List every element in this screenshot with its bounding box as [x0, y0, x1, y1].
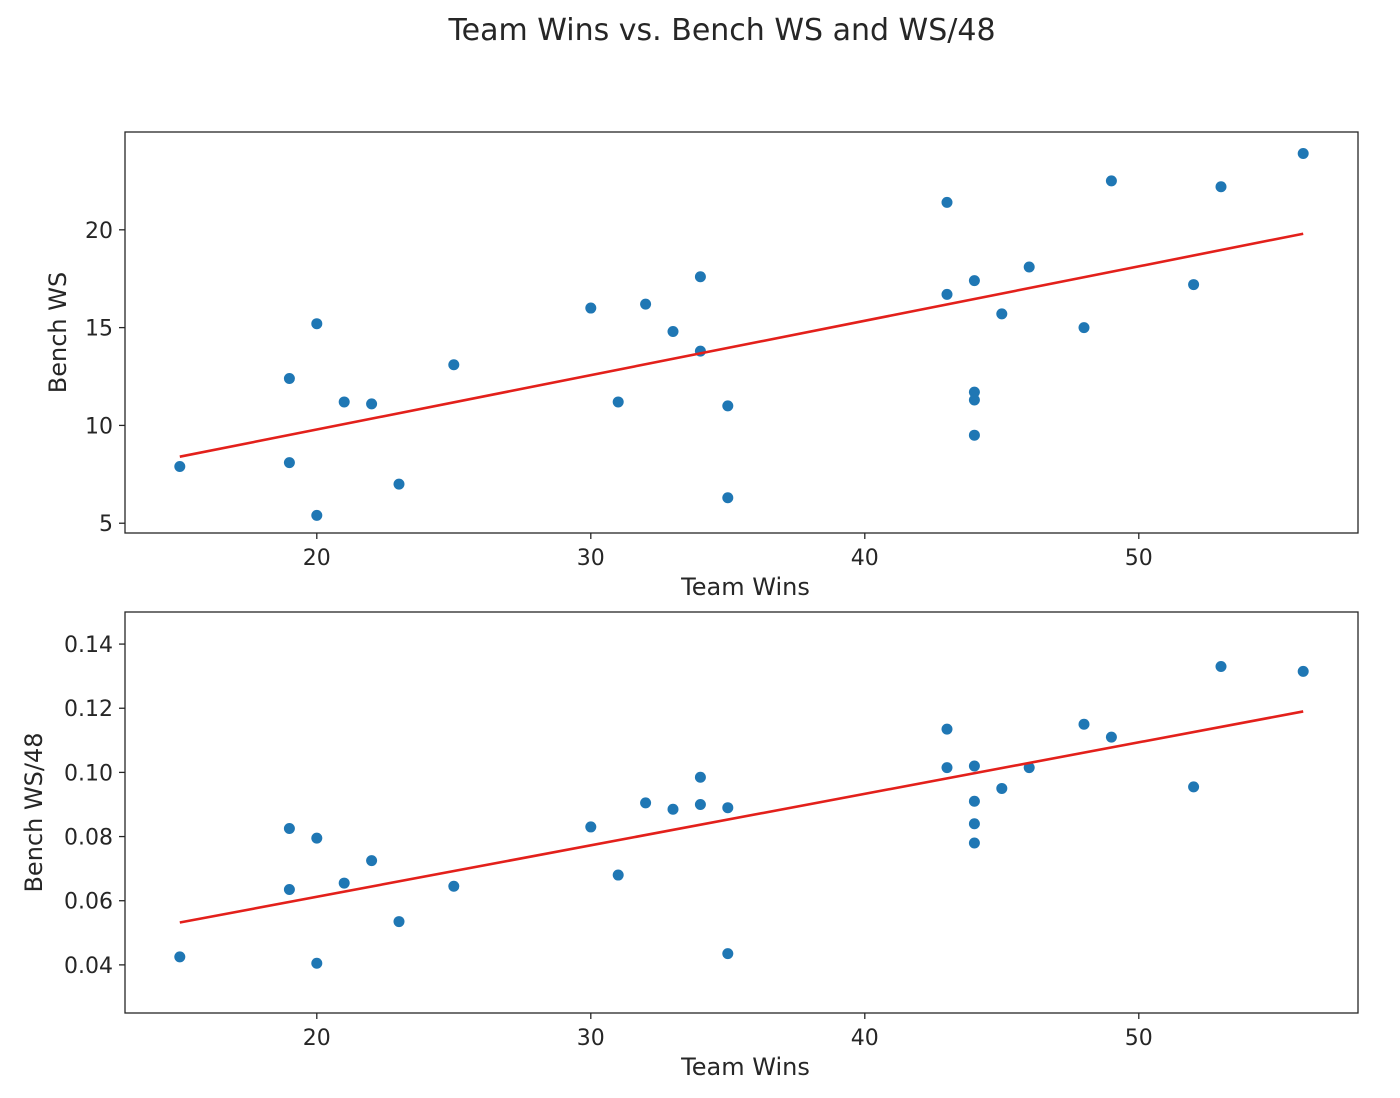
- y-axis-label: Bench WS/48: [20, 732, 48, 892]
- data-point: [1105, 175, 1117, 187]
- data-point: [1297, 665, 1309, 677]
- y-axis-label: Bench WS: [44, 272, 72, 393]
- plot-frame: [124, 131, 1359, 534]
- y-tick-label: 0.10: [64, 761, 113, 786]
- fit-line: [179, 232, 1304, 458]
- y-tick-label: 20: [85, 219, 113, 244]
- data-point: [1078, 718, 1090, 730]
- data-point: [1215, 661, 1227, 673]
- data-point: [311, 509, 323, 521]
- plot-frame: [124, 611, 1359, 1014]
- data-point: [283, 457, 295, 469]
- data-point: [1023, 261, 1035, 273]
- subplot-2: 20 30 40 50 0.04 0.06 0.08 0.10 0.12 0.14 Team Win…: [20, 611, 1359, 1081]
- data-point: [968, 795, 980, 807]
- data-point: [393, 916, 405, 928]
- chart-title: Team Wins vs. Bench WS and WS/48: [447, 13, 995, 48]
- fit-line: [179, 710, 1304, 924]
- data-point: [640, 797, 652, 809]
- x-tick-label: 40: [851, 1026, 879, 1051]
- data-point: [640, 298, 652, 310]
- y-tick-label: 0.08: [64, 826, 113, 851]
- data-point: [283, 823, 295, 835]
- data-point: [283, 883, 295, 895]
- data-point: [1215, 181, 1227, 193]
- data-point: [722, 492, 734, 504]
- data-point: [694, 771, 706, 783]
- data-point: [612, 869, 624, 881]
- data-point: [338, 877, 350, 889]
- data-point: [338, 396, 350, 408]
- data-point: [1297, 148, 1309, 160]
- y-tick-label: 5: [99, 512, 113, 537]
- data-point: [694, 271, 706, 283]
- data-point: [667, 326, 679, 338]
- data-point: [968, 386, 980, 398]
- data-point: [941, 196, 953, 208]
- data-point: [968, 429, 980, 441]
- data-point: [996, 308, 1008, 320]
- data-point: [366, 398, 378, 410]
- data-point: [448, 359, 460, 371]
- data-point: [968, 275, 980, 287]
- plots-container: 20 30 40 50 5 10 15 20 Team Wins Bench WS 20 30 40 50…: [20, 131, 1359, 1081]
- data-point: [968, 837, 980, 849]
- data-point: [722, 948, 734, 960]
- data-point: [311, 832, 323, 844]
- data-point: [722, 802, 734, 814]
- data-point: [612, 396, 624, 408]
- data-point: [694, 798, 706, 810]
- data-point: [968, 818, 980, 830]
- data-point: [968, 394, 980, 406]
- data-point: [283, 372, 295, 384]
- data-point: [366, 855, 378, 867]
- data-point: [968, 760, 980, 772]
- y-tick-label: 0.04: [64, 954, 113, 979]
- data-point: [311, 957, 323, 969]
- data-point: [448, 880, 460, 892]
- data-point: [1105, 731, 1117, 743]
- data-point: [174, 951, 186, 963]
- y-tick-label: 15: [85, 317, 113, 342]
- data-point: [311, 318, 323, 330]
- data-point: [1023, 762, 1035, 774]
- y-tick-label: 0.14: [64, 633, 113, 658]
- data-point: [585, 302, 597, 314]
- x-tick-label: 30: [577, 546, 605, 571]
- data-point: [941, 723, 953, 735]
- data-point: [1078, 322, 1090, 334]
- data-point: [941, 762, 953, 774]
- x-axis-label: Team Wins: [680, 573, 810, 601]
- data-point: [585, 821, 597, 833]
- x-tick-label: 20: [303, 1026, 331, 1051]
- x-tick-label: 20: [303, 546, 331, 571]
- y-tick-label: 10: [85, 414, 113, 439]
- data-point: [174, 460, 186, 472]
- x-tick-label: 50: [1125, 1026, 1153, 1051]
- y-tick-label: 0.06: [64, 890, 113, 915]
- data-point: [1188, 781, 1200, 793]
- data-point: [1188, 279, 1200, 291]
- data-point: [996, 782, 1008, 794]
- x-tick-label: 40: [851, 546, 879, 571]
- x-tick-label: 50: [1125, 546, 1153, 571]
- x-axis-label: Team Wins: [680, 1053, 810, 1081]
- x-tick-label: 30: [577, 1026, 605, 1051]
- y-tick-label: 0.12: [64, 697, 113, 722]
- data-point: [393, 478, 405, 490]
- data-point: [667, 803, 679, 815]
- data-point: [941, 288, 953, 300]
- data-point: [722, 400, 734, 412]
- subplot-1: 20 30 40 50 5 10 15 20 Team Wins Bench WS: [44, 131, 1359, 601]
